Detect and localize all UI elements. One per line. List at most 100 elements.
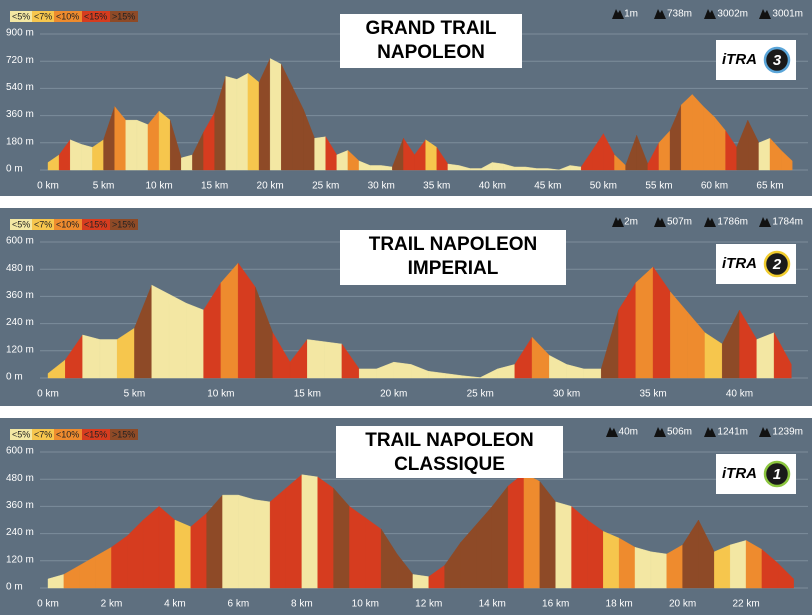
title-box (340, 14, 522, 68)
legend-swatch (32, 219, 54, 230)
profile-segment (469, 168, 482, 171)
stat-icon (612, 9, 624, 19)
profile-segment (358, 368, 377, 379)
x-tick-label: 30 km (553, 389, 580, 400)
legend-swatch (10, 429, 32, 440)
profile-segment (81, 144, 93, 171)
legend-label: >15% (112, 429, 135, 439)
profile-panel: 0 m 120 m 240 m 360 m 480 m 600 m 0 km 2 km 4 km… (0, 418, 812, 615)
stat-icon (704, 9, 716, 19)
legend-label: >15% (112, 11, 135, 21)
stat-icon (759, 9, 771, 19)
itra-circle (763, 250, 791, 278)
itra-level: 2 (772, 256, 782, 273)
stat-icon (606, 427, 618, 437)
itra-name: iTRA (722, 255, 757, 272)
profile-segment (168, 293, 187, 379)
y-tick-label: 720 m (6, 55, 34, 66)
profile-segment (238, 494, 255, 589)
x-tick-label: 4 km (164, 599, 186, 610)
itra-name: iTRA (722, 465, 757, 482)
profile-segment (756, 332, 775, 379)
itra-name: iTRA (722, 51, 757, 68)
legend-swatch (10, 219, 32, 230)
profile-segment (301, 474, 318, 589)
chart-title: GRAND TRAIL (366, 18, 497, 39)
stat-icon (759, 427, 771, 437)
y-tick-label: 120 m (6, 554, 34, 565)
profile-segment (70, 139, 82, 171)
y-tick-label: 900 m (6, 28, 34, 39)
legend-label: <7% (34, 429, 52, 439)
stat-value: 1786m (717, 217, 748, 228)
legend-swatch (54, 219, 82, 230)
x-tick-label: 15 km (294, 389, 321, 400)
legend-swatch (54, 429, 82, 440)
x-tick-label: 12 km (415, 599, 442, 610)
legend-label: <10% (56, 429, 79, 439)
chart-title: NAPOLEON (377, 42, 485, 63)
x-tick-label: 20 km (257, 181, 284, 192)
profile-segment (174, 519, 191, 589)
legend-swatch (10, 11, 32, 22)
x-tick-label: 10 km (145, 181, 172, 192)
legend-label: <7% (34, 11, 52, 21)
x-tick-label: 30 km (368, 181, 395, 192)
y-tick-label: 360 m (6, 290, 34, 301)
profile-segment (729, 540, 747, 589)
profile-segment (136, 119, 149, 171)
profile-segment (703, 106, 715, 171)
y-tick-label: 360 m (6, 109, 34, 120)
stat-value: 1784m (772, 217, 803, 228)
x-tick-label: 50 km (590, 181, 617, 192)
profile-segment (269, 58, 282, 171)
x-tick-label: 5 km (93, 181, 115, 192)
legend-label: >15% (112, 219, 135, 229)
x-tick-label: 5 km (124, 389, 146, 400)
profile-segment (758, 137, 771, 171)
x-tick-label: 20 km (669, 599, 696, 610)
x-tick-label: 10 km (207, 389, 234, 400)
profile-segment (714, 544, 731, 589)
profile-segment (349, 506, 366, 589)
profile-segment (369, 165, 382, 171)
x-tick-label: 14 km (479, 599, 506, 610)
profile-segment (773, 332, 792, 379)
legend-label: <15% (84, 219, 107, 229)
profile-segment (780, 149, 793, 171)
legend-label: <10% (56, 219, 79, 229)
profile-segment (158, 505, 176, 589)
profile-segment (99, 339, 118, 379)
legend-swatch (110, 11, 138, 22)
profile-segment (634, 546, 652, 589)
profile-segment (314, 136, 326, 171)
y-tick-label: 0 m (6, 372, 23, 383)
y-tick-label: 360 m (6, 500, 34, 511)
profile-segment (151, 284, 170, 379)
legend-swatch (32, 11, 54, 22)
stat-icon (654, 217, 666, 227)
x-tick-label: 25 km (312, 181, 339, 192)
x-tick-label: 45 km (534, 181, 561, 192)
y-tick-label: 120 m (6, 344, 34, 355)
legend-label: <15% (84, 11, 107, 21)
stat-icon (759, 217, 771, 227)
profile-segment (307, 339, 325, 379)
profile-segment (680, 93, 693, 171)
profile-segment (186, 302, 204, 379)
profile-segment (393, 361, 412, 379)
y-tick-label: 600 m (6, 236, 34, 247)
stat-icon (704, 217, 716, 227)
profile-segment (247, 72, 260, 171)
y-tick-label: 600 m (6, 446, 34, 457)
profile-segment (82, 334, 101, 379)
legend-swatch (32, 429, 54, 440)
stat-icon (704, 427, 716, 437)
profile-segment (220, 262, 239, 379)
y-tick-label: 240 m (6, 527, 34, 538)
legend-swatch (82, 429, 110, 440)
legend-swatch (110, 429, 138, 440)
x-tick-label: 40 km (726, 389, 753, 400)
y-tick-label: 240 m (6, 317, 34, 328)
profile-segment (285, 474, 303, 589)
